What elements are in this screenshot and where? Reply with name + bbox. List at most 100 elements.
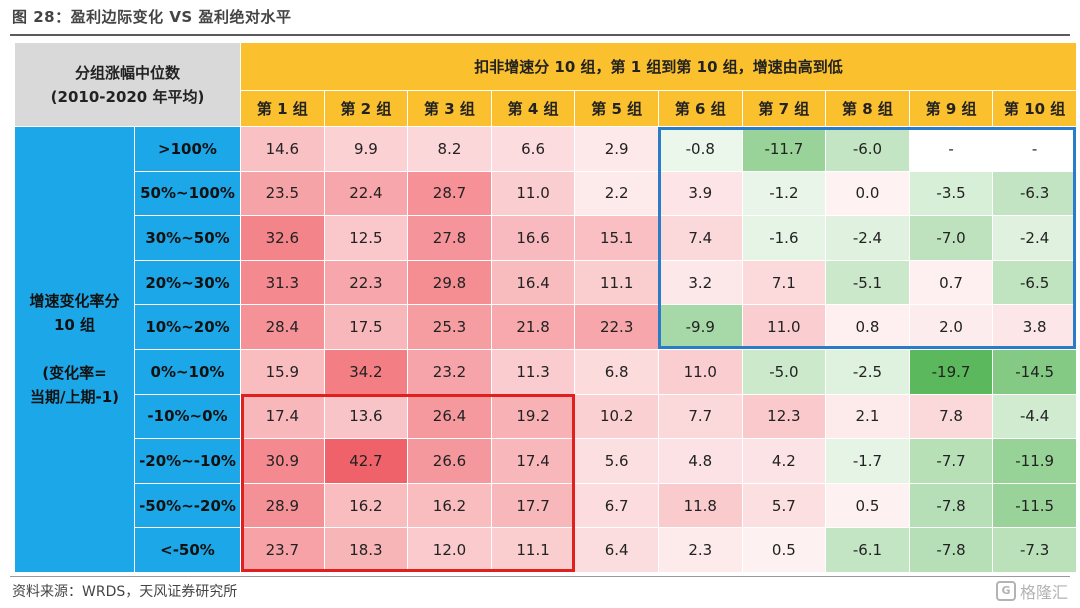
heatmap-cell: 16.2 xyxy=(323,482,409,529)
row-header: <-50% xyxy=(134,527,241,573)
heatmap-cell: 12.0 xyxy=(407,527,492,573)
heatmap-cell: 18.3 xyxy=(323,527,409,573)
heatmap-cell: -11.5 xyxy=(992,482,1077,529)
heatmap-cell: 28.9 xyxy=(240,482,325,529)
heatmap-cell: 34.2 xyxy=(323,348,409,395)
heatmap-cell: 0.0 xyxy=(825,170,910,217)
heatmap-cell: 11.0 xyxy=(490,170,576,217)
heatmap-cell: -2.4 xyxy=(992,215,1077,261)
heatmap-table: 分组涨幅中位数 (2010-2020 年平均) 扣非增速分 10 组，第 1 组到… xyxy=(14,42,1077,573)
heatmap-cell: -6.0 xyxy=(825,126,910,172)
heatmap-cell: 3.8 xyxy=(992,304,1077,350)
watermark: G 格隆汇 xyxy=(995,579,1068,603)
heatmap-cell: 23.7 xyxy=(240,527,325,573)
row-header: 10%~20% xyxy=(134,304,241,350)
heatmap-cell: -7.8 xyxy=(908,482,994,529)
heatmap-cell: 11.1 xyxy=(574,259,659,306)
source-note: 资料来源：WRDS，天风证券研究所 xyxy=(12,584,238,600)
heatmap-cell: 16.6 xyxy=(490,215,576,261)
column-header: 第 5 组 xyxy=(574,90,659,127)
heatmap-cell: 22.3 xyxy=(574,304,659,350)
heatmap-cell: 22.3 xyxy=(323,259,409,306)
heatmap-cell: -9.9 xyxy=(657,304,743,350)
column-group-title: 扣非增速分 10 组，第 1 组到第 10 组，增速由高到低 xyxy=(240,42,1077,91)
heatmap-cell: 25.3 xyxy=(407,304,492,350)
heatmap-cell: 23.5 xyxy=(240,170,325,217)
heatmap-cell: 42.7 xyxy=(323,438,409,484)
heatmap-cell: 17.5 xyxy=(323,304,409,350)
heatmap-cell: - xyxy=(908,126,994,172)
heatmap-cell: 16.2 xyxy=(407,482,492,529)
watermark-text: 格隆汇 xyxy=(1019,583,1068,602)
heatmap-cell: 28.7 xyxy=(407,170,492,217)
heatmap-cell: 12.3 xyxy=(741,393,827,440)
heatmap-cell: 30.9 xyxy=(240,438,325,484)
heatmap-cell: 7.1 xyxy=(741,259,827,306)
heatmap-cell: -6.1 xyxy=(825,527,910,573)
row-header: 50%~100% xyxy=(134,170,241,217)
row-header: >100% xyxy=(134,126,241,172)
heatmap-cell: 5.7 xyxy=(741,482,827,529)
heatmap-cell: 6.4 xyxy=(574,527,659,573)
heatmap-cell: 16.4 xyxy=(490,259,576,306)
footer-divider xyxy=(10,576,1070,577)
corner-label: 分组涨幅中位数 (2010-2020 年平均) xyxy=(14,42,241,127)
heatmap-cell: -7.8 xyxy=(908,527,994,573)
heatmap-cell: 26.6 xyxy=(407,438,492,484)
heatmap-cell: -6.3 xyxy=(992,170,1077,217)
heatmap-cell: 23.2 xyxy=(407,348,492,395)
heatmap-cell: 28.4 xyxy=(240,304,325,350)
heatmap-cell: 15.1 xyxy=(574,215,659,261)
column-header: 第 3 组 xyxy=(407,90,492,127)
heatmap-cell: 4.2 xyxy=(741,438,827,484)
heatmap-cell: 11.8 xyxy=(657,482,743,529)
heatmap-cell: -14.5 xyxy=(992,348,1077,395)
heatmap-cell: -1.6 xyxy=(741,215,827,261)
heatmap-cell: -11.9 xyxy=(992,438,1077,484)
heatmap-cell: -6.5 xyxy=(992,259,1077,306)
row-header: -10%~0% xyxy=(134,393,241,440)
heatmap-cell: -0.8 xyxy=(657,126,743,172)
column-header: 第 8 组 xyxy=(825,90,910,127)
row-header: 30%~50% xyxy=(134,215,241,261)
heatmap-cell: 27.8 xyxy=(407,215,492,261)
column-header: 第 10 组 xyxy=(992,90,1077,127)
heatmap-cell: 6.8 xyxy=(574,348,659,395)
figure-title: 图 28：盈利边际变化 VS 盈利绝对水平 xyxy=(12,8,292,26)
heatmap-cell: 5.6 xyxy=(574,438,659,484)
heatmap-cell: -5.0 xyxy=(741,348,827,395)
row-header: 0%~10% xyxy=(134,348,241,395)
heatmap-cell: 11.3 xyxy=(490,348,576,395)
heatmap-cell: 3.9 xyxy=(657,170,743,217)
heatmap-cell: -11.7 xyxy=(741,126,827,172)
heatmap-cell: 15.9 xyxy=(240,348,325,395)
heatmap-cell: 22.4 xyxy=(323,170,409,217)
column-header: 第 6 组 xyxy=(657,90,743,127)
heatmap-cell: 7.8 xyxy=(908,393,994,440)
heatmap-cell: -7.0 xyxy=(908,215,994,261)
heatmap-cell: -7.7 xyxy=(908,438,994,484)
heatmap-cell: -2.4 xyxy=(825,215,910,261)
heatmap-cell: 11.0 xyxy=(741,304,827,350)
heatmap-cell: 7.4 xyxy=(657,215,743,261)
watermark-logo-icon: G xyxy=(995,581,1016,601)
heatmap-cell: 11.0 xyxy=(657,348,743,395)
heatmap-cell: 2.9 xyxy=(574,126,659,172)
heatmap-cell: 8.2 xyxy=(407,126,492,172)
column-header: 第 4 组 xyxy=(490,90,576,127)
heatmap-cell: 17.4 xyxy=(240,393,325,440)
heatmap-cell: 7.7 xyxy=(657,393,743,440)
heatmap-cell: 0.7 xyxy=(908,259,994,306)
heatmap-cell: 0.5 xyxy=(741,527,827,573)
heatmap-cell: 0.5 xyxy=(825,482,910,529)
heatmap-cell: 14.6 xyxy=(240,126,325,172)
row-header: 20%~30% xyxy=(134,259,241,306)
row-header: -50%~-20% xyxy=(134,482,241,529)
heatmap-cell: 6.6 xyxy=(490,126,576,172)
heatmap-cell: -2.5 xyxy=(825,348,910,395)
row-header: -20%~-10% xyxy=(134,438,241,484)
heatmap-cell: 29.8 xyxy=(407,259,492,306)
heatmap-cell: -7.3 xyxy=(992,527,1077,573)
row-group-title: 增速变化率分 10 组 (变化率= 当期/上期-1) xyxy=(14,126,135,573)
heatmap-cell: 2.3 xyxy=(657,527,743,573)
